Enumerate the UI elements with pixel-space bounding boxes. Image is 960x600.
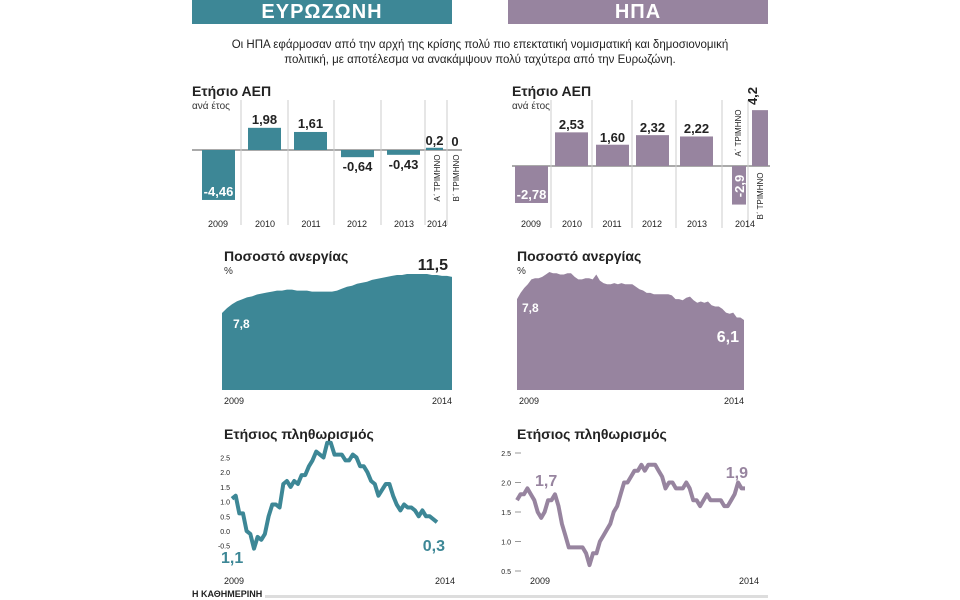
x-end-label: 2014 bbox=[432, 396, 452, 406]
bar bbox=[752, 110, 768, 166]
start-value-label: 7,8 bbox=[233, 317, 250, 331]
eu-infl-title: Ετήσιος πληθωρισμός bbox=[224, 426, 374, 442]
end-value-label: 0,3 bbox=[423, 538, 445, 555]
y-tick-label: 2.0 bbox=[220, 470, 230, 477]
bar bbox=[426, 147, 443, 150]
y-tick-label: 1.0 bbox=[220, 500, 230, 507]
x-end-label: 2014 bbox=[739, 576, 759, 586]
usa-header: ΗΠΑ bbox=[508, 0, 768, 24]
bar bbox=[596, 144, 629, 166]
eu-unemp-unit: % bbox=[224, 266, 233, 277]
bar-value-label: 2,22 bbox=[684, 121, 709, 136]
x-start-label: 2009 bbox=[519, 396, 539, 406]
bar-value-label: -0,43 bbox=[389, 157, 419, 172]
bar bbox=[555, 132, 588, 166]
y-tick-label: 2.5 bbox=[220, 456, 230, 463]
year-label: 2010 bbox=[562, 219, 582, 229]
quarter-label: Α΄ ΤΡΙΜΗΝΟ bbox=[433, 155, 442, 202]
bar-value-label: 2,32 bbox=[640, 120, 665, 135]
x-start-label: 2009 bbox=[224, 396, 244, 406]
inflation-line bbox=[230, 440, 439, 551]
bar bbox=[515, 166, 548, 203]
bar-value-label: 1,98 bbox=[252, 112, 277, 127]
us-gdp-subtitle: ανά έτος bbox=[512, 101, 550, 112]
bar bbox=[680, 136, 713, 166]
y-tick-label: 0.0 bbox=[220, 529, 230, 536]
bar-value-label: 2,53 bbox=[559, 117, 584, 132]
quarter-label: Β΄ ΤΡΙΜΗΝΟ bbox=[756, 173, 765, 220]
us-unemp-title: Ποσοστό ανεργίας bbox=[517, 248, 642, 264]
year-label: 2011 bbox=[602, 219, 621, 229]
bar-value-label: 1,60 bbox=[600, 130, 625, 145]
bar bbox=[387, 150, 420, 155]
bar-value-label: -2,78 bbox=[517, 187, 547, 202]
end-value-label: 11,5 bbox=[418, 257, 448, 274]
bar-value-label: -0,64 bbox=[343, 159, 373, 174]
unemployment-area bbox=[222, 274, 452, 390]
year-label: 2013 bbox=[687, 219, 707, 229]
year-label: 2011 bbox=[301, 219, 320, 229]
y-tick-label: 2.0 bbox=[501, 481, 511, 488]
eu-gdp-title: Ετήσιο ΑΕΠ bbox=[192, 83, 272, 99]
year-label: 2014 bbox=[427, 219, 447, 229]
y-tick-label: 1.0 bbox=[501, 540, 511, 547]
bar bbox=[294, 131, 327, 150]
year-label: 2013 bbox=[394, 219, 414, 229]
eurozone-header: ΕΥΡΩΖΩΝΗ bbox=[192, 0, 452, 24]
eu-unemp-title: Ποσοστό ανεργίας bbox=[224, 248, 349, 264]
bar bbox=[636, 135, 669, 166]
bar bbox=[341, 150, 374, 158]
end-value-label: 1,9 bbox=[726, 465, 748, 482]
y-tick-label: 0.5 bbox=[220, 514, 230, 521]
year-label: 2010 bbox=[255, 219, 275, 229]
us-gdp-title: Ετήσιο ΑΕΠ bbox=[512, 83, 592, 99]
bar-value-label: 1,61 bbox=[298, 116, 323, 131]
end-value-label: 6,1 bbox=[717, 329, 739, 346]
year-label: 2012 bbox=[642, 219, 662, 229]
bar-value-label: 0 bbox=[451, 134, 458, 149]
start-value-label: 1,7 bbox=[535, 473, 557, 490]
x-end-label: 2014 bbox=[724, 396, 744, 406]
us-unemp-unit: % bbox=[517, 266, 526, 277]
footer-logo: Η ΚΑΘΗΜΕΡΙΝΗ bbox=[192, 589, 263, 599]
y-tick-label: 2.5 bbox=[501, 451, 511, 458]
y-tick-label: 1.5 bbox=[501, 510, 511, 517]
intro-text: Οι ΗΠΑ εφάρμοσαν από την αρχή της κρίσης… bbox=[231, 39, 729, 66]
footer-rule bbox=[265, 595, 768, 598]
year-label: 2012 bbox=[347, 219, 367, 229]
y-tick-label: 1.5 bbox=[220, 485, 230, 492]
unemployment-area bbox=[517, 272, 744, 390]
start-value-label: 1,1 bbox=[221, 550, 243, 567]
eu-gdp-subtitle: ανά έτος bbox=[192, 101, 230, 112]
bar bbox=[202, 150, 235, 200]
bar-value-label: -2,9 bbox=[732, 175, 747, 197]
quarter-label: Β΄ ΤΡΙΜΗΝΟ bbox=[452, 155, 461, 202]
y-tick-label: 0.5 bbox=[501, 569, 511, 576]
us-infl-title: Ετήσιος πληθωρισμός bbox=[517, 426, 667, 442]
y-tick-label: -0.5 bbox=[218, 544, 230, 551]
bar-value-label: -4,46 bbox=[204, 184, 234, 199]
start-value-label: 7,8 bbox=[522, 301, 539, 315]
year-label: 2009 bbox=[521, 219, 541, 229]
bar bbox=[732, 166, 746, 205]
quarter-label: Α΄ ΤΡΙΜΗΝΟ bbox=[734, 110, 743, 157]
inflation-line bbox=[515, 462, 745, 568]
x-end-label: 2014 bbox=[435, 576, 455, 586]
bar bbox=[248, 127, 281, 150]
x-start-label: 2009 bbox=[530, 576, 550, 586]
bar-value-label: 0,2 bbox=[425, 133, 443, 148]
x-start-label: 2009 bbox=[224, 576, 244, 586]
year-label: 2014 bbox=[735, 219, 755, 229]
year-label: 2009 bbox=[208, 219, 228, 229]
bar-value-label: 4,2 bbox=[745, 87, 760, 105]
